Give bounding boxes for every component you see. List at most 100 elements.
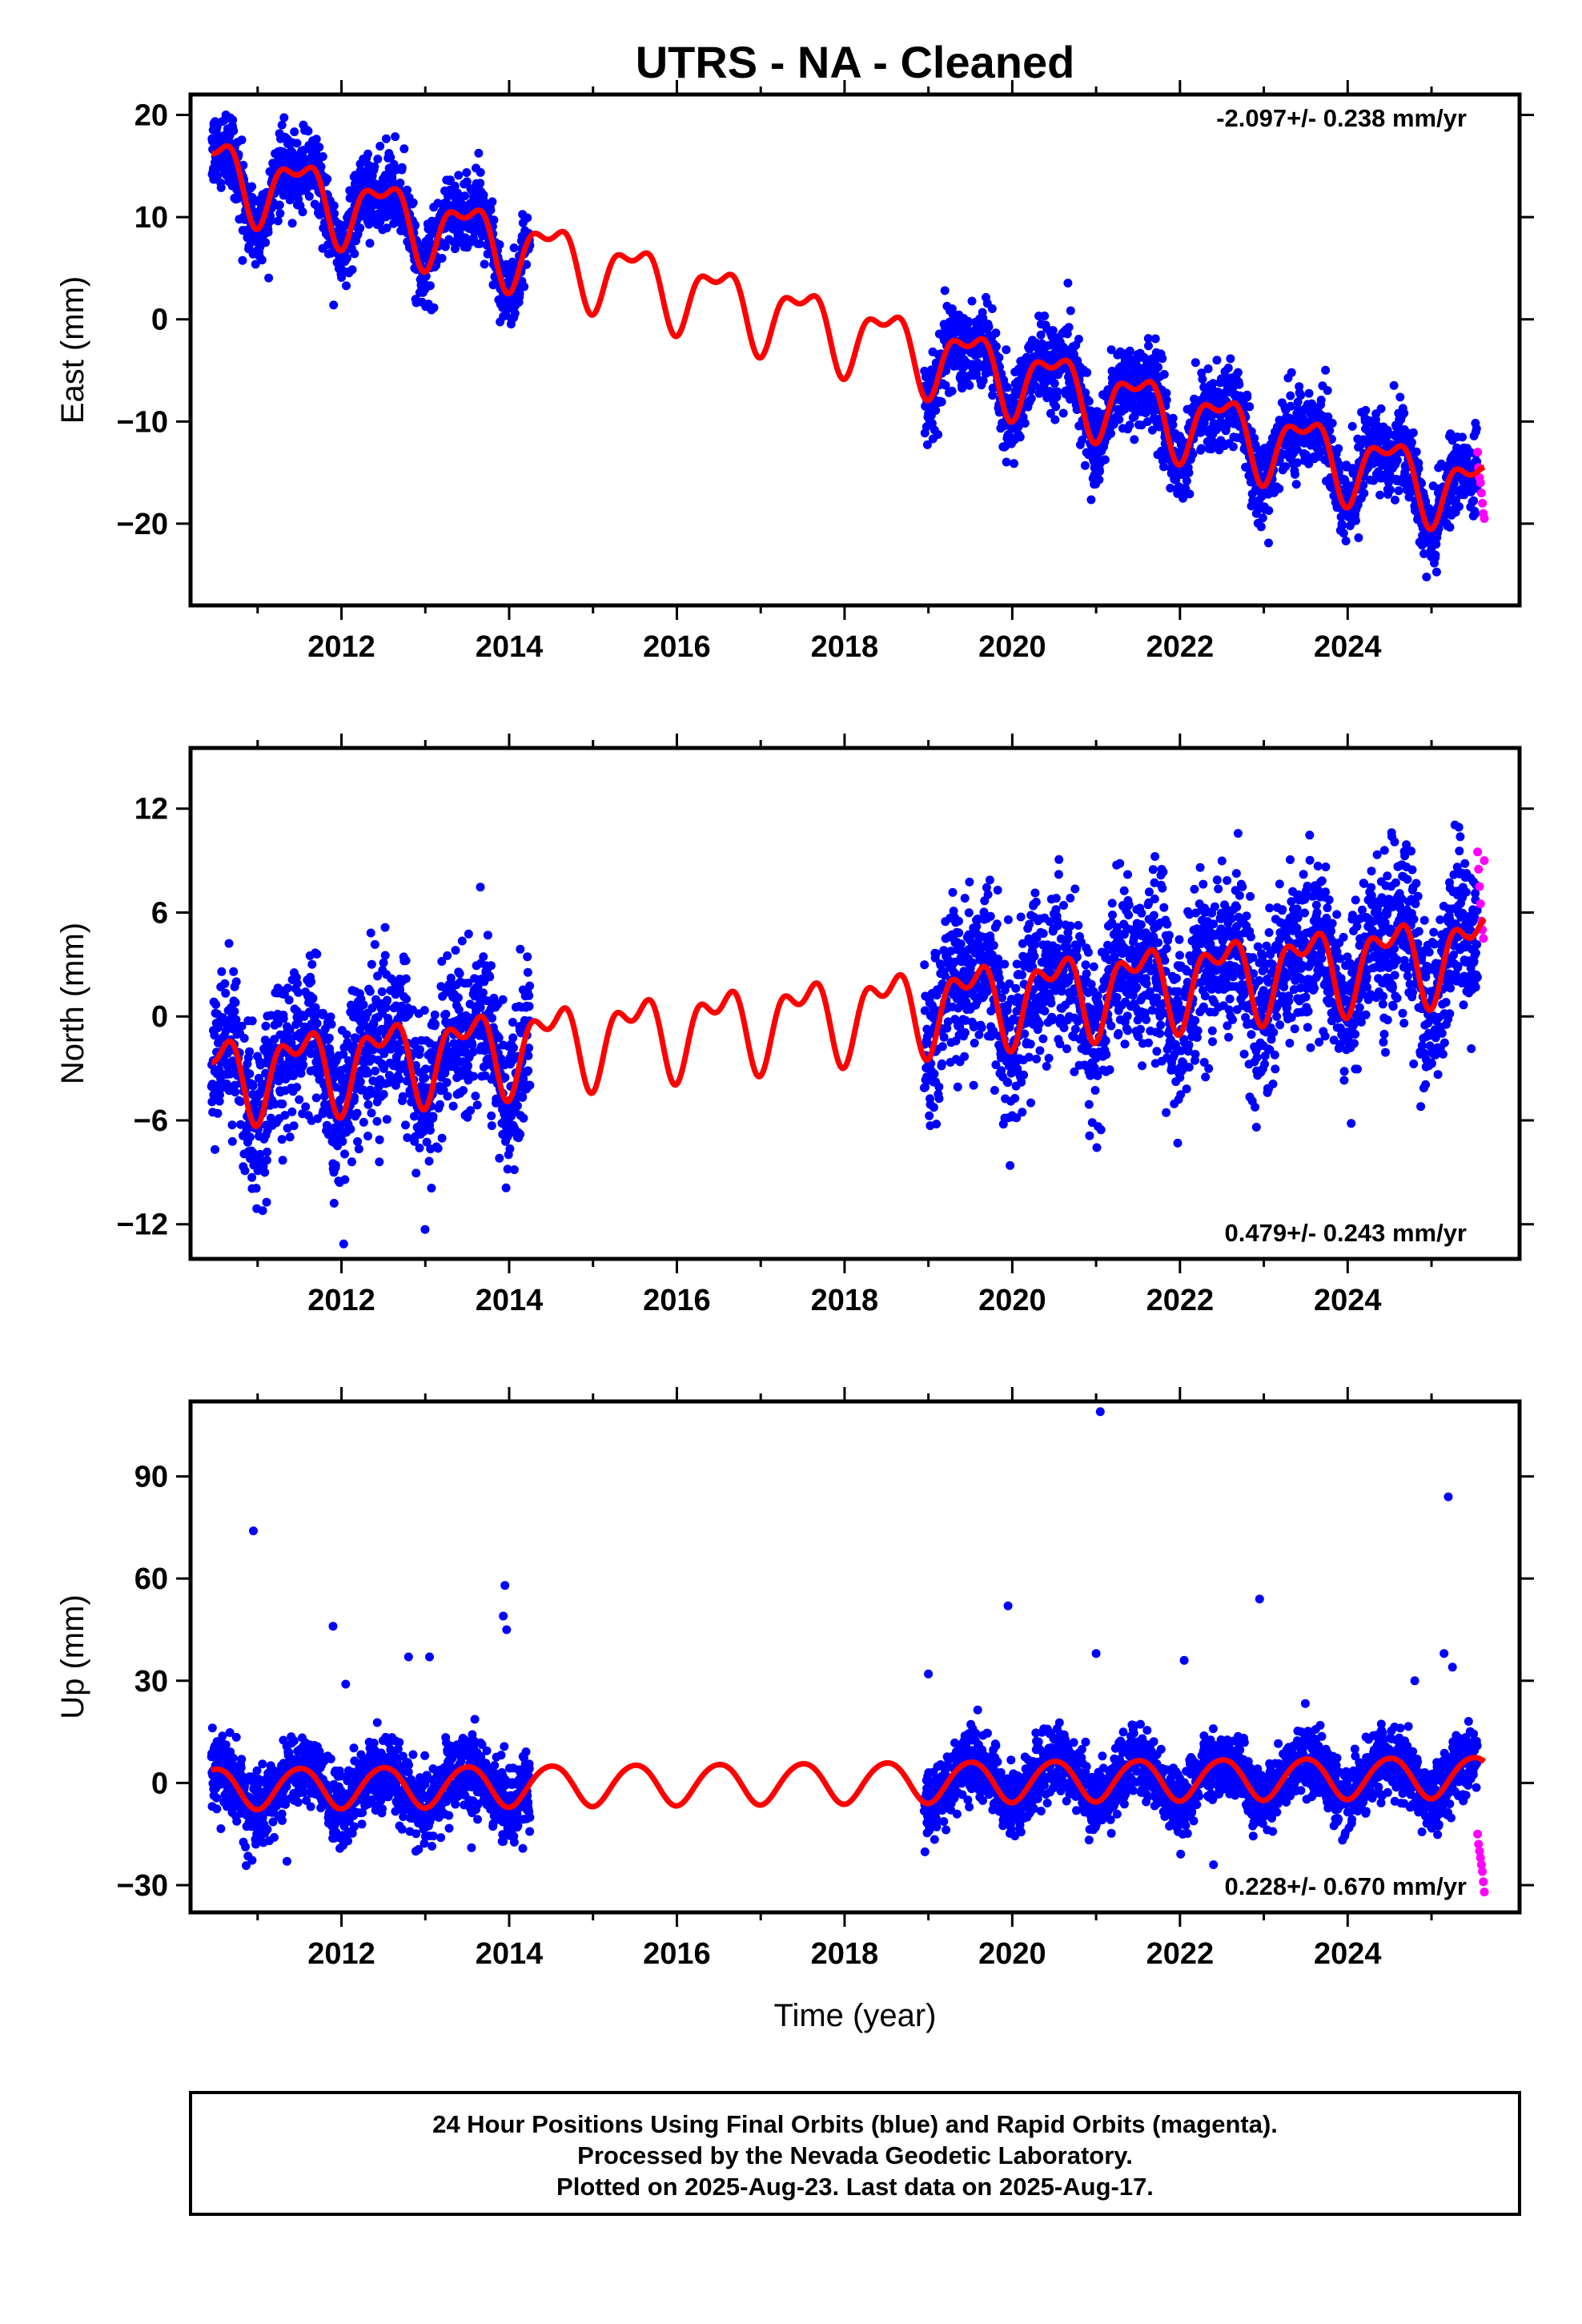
final-orbit-point [1106,428,1115,438]
final-orbit-point [346,1124,355,1134]
model-curve [209,143,1487,533]
final-orbit-point [920,960,930,970]
final-orbit-point [1095,467,1104,476]
final-orbit-point [403,1133,412,1143]
final-orbit-point [967,296,977,306]
final-orbit-point [1178,493,1188,503]
final-orbit-point [929,1103,938,1112]
final-orbit-point [472,1100,482,1110]
final-orbit-point [372,1116,382,1126]
final-orbit-point [987,304,997,313]
final-orbit-point [296,1068,306,1078]
final-orbit-point [1291,480,1301,489]
final-orbit-point [295,1095,304,1104]
final-orbit-point [523,952,532,962]
y-tick-label: −20 [117,508,168,541]
x-tick-label: 2022 [1146,630,1215,664]
final-orbit-point [1323,386,1332,396]
final-orbit-point [363,1132,372,1141]
final-orbit-point [1082,368,1092,377]
final-orbit-point [1245,402,1255,412]
final-orbit-point [1235,380,1244,389]
final-orbit-point [1275,484,1284,493]
final-orbit-point [1351,516,1360,525]
final-orbit-point [1233,368,1243,377]
final-orbit-point [1287,368,1296,377]
final-orbit-point [509,243,519,252]
final-orbit-point [1002,457,1011,467]
final-orbit-point [965,380,974,390]
final-orbit-point [264,273,274,283]
final-orbit-point [978,376,988,385]
final-orbit-point [455,969,464,979]
data-layer [207,94,1489,581]
final-orbit-point [510,308,520,318]
final-orbit-point [319,1008,327,1018]
final-orbit-point [342,253,351,263]
final-orbit-point [1256,522,1266,532]
final-orbit-point [1395,392,1405,402]
final-orbit-point [1400,468,1410,477]
final-orbit-point [457,936,467,946]
final-orbit-point [355,223,365,233]
final-orbit-point [382,223,391,233]
x-tick-label: 2020 [978,630,1046,664]
final-orbit-point [1243,392,1252,402]
final-orbit-point [1296,391,1306,400]
final-orbit-point [315,143,324,152]
final-orbit-point [1080,460,1090,470]
final-orbit-point [453,993,463,1003]
final-orbit-point [1347,421,1357,431]
final-orbit-point [991,328,1001,338]
final-orbit-point [488,1013,497,1023]
final-orbit-point [1081,388,1090,397]
final-orbit-point [226,1069,235,1079]
final-orbit-point [227,1136,237,1146]
final-orbit-point [1281,462,1291,472]
final-orbit-point [994,353,1004,363]
final-orbit-point [464,1061,472,1071]
final-orbit-point [370,939,379,949]
final-orbit-point [947,386,957,396]
final-orbit-point [319,1092,329,1101]
final-orbit-point [215,1096,224,1106]
final-orbit-point [519,1113,528,1123]
final-orbit-point [939,1032,949,1042]
final-orbit-point [235,1097,245,1107]
final-orbit-point [330,209,339,219]
final-orbit-point [954,916,963,926]
final-orbit-point [1354,533,1363,542]
final-orbit-point [509,1165,519,1175]
final-orbit-point [287,1039,296,1048]
final-orbit-point [1292,458,1302,468]
final-orbit-point [261,238,271,247]
final-orbit-point [1316,396,1326,404]
final-orbit-point [1385,470,1395,480]
final-orbit-point [299,1060,308,1070]
final-orbit-point [1414,464,1423,473]
final-orbit-point [487,1121,496,1131]
final-orbit-point [1394,486,1403,496]
final-orbit-point [373,155,383,164]
final-orbit-point [1010,459,1018,468]
final-orbit-point [1212,356,1222,365]
final-orbit-point [412,1168,421,1178]
final-orbit-point [1046,408,1055,418]
final-orbit-point [1078,435,1087,444]
final-orbit-point [326,1012,335,1022]
final-orbit-point [347,1157,356,1167]
final-orbit-point [329,201,339,211]
final-orbit-point [415,1144,424,1152]
final-orbit-point [293,1017,303,1027]
final-orbit-point [1066,306,1075,316]
final-orbit-point [289,1121,299,1131]
final-orbit-point [339,1050,348,1059]
final-orbit-point [375,142,385,151]
final-orbit-point [367,959,376,969]
final-orbit-point [478,988,488,998]
final-orbit-point [1144,341,1153,351]
final-orbit-point [1431,550,1440,560]
final-orbit-point [948,887,958,897]
final-orbit-point [441,1009,451,1019]
final-orbit-point [524,991,534,1000]
